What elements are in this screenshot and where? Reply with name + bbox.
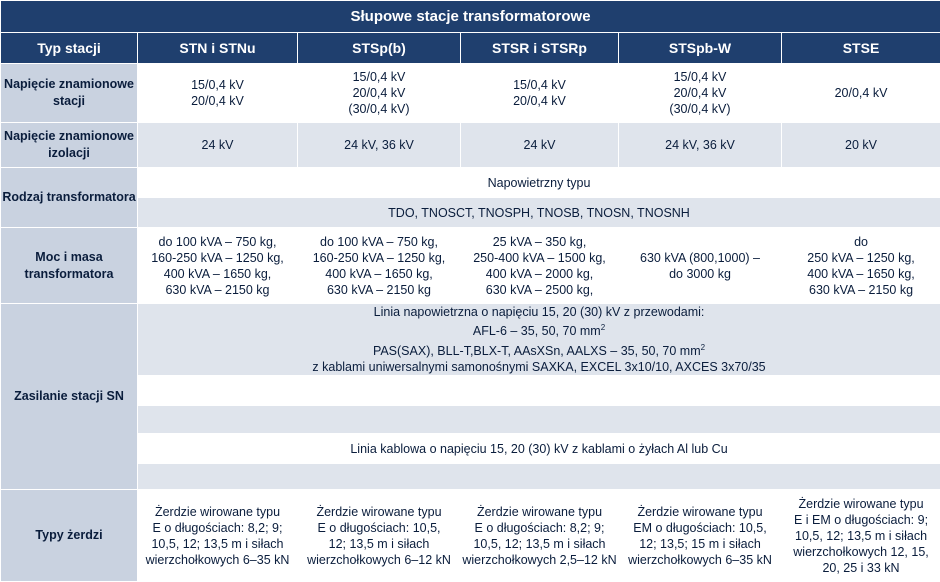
table-cell: 20/0,4 kV <box>782 64 940 123</box>
row-label: Typy żerdzi <box>1 490 138 582</box>
table-cell: 630 kVA (800,1000) – do 3000 kg <box>619 228 782 304</box>
title-row: Słupowe stacje transformatorowe <box>1 1 940 33</box>
header-row: Typ stacji STN i STNu STSp(b) STSR i STS… <box>1 33 940 64</box>
table-cell: 20 kV <box>782 123 940 168</box>
table-cell: do 100 kVA – 750 kg, 160-250 kVA – 1250 … <box>298 228 461 304</box>
header-cell: STSp(b) <box>298 33 461 64</box>
row-zasilanie-d: Linia kablowa o napięciu 15, 20 (30) kV … <box>1 434 940 464</box>
table-cell: 15/0,4 kV 20/0,4 kV <box>461 64 619 123</box>
merged-cell: Napowietrzny typu <box>138 168 940 198</box>
row-label: Napięcie znamionowe izolacji <box>1 123 138 168</box>
row-zerdzie: Typy żerdzi Żerdzie wirowane typu E o dł… <box>1 490 940 582</box>
table-cell: 15/0,4 kV 20/0,4 kV (30/0,4 kV) <box>619 64 782 123</box>
header-cell: STSpb-W <box>619 33 782 64</box>
table-cell: Żerdzie wirowane typu E o długościach: 8… <box>138 490 298 582</box>
empty-cell <box>138 464 940 490</box>
row-zasilanie-c <box>1 406 940 434</box>
table-cell: do 100 kVA – 750 kg, 160-250 kVA – 1250 … <box>138 228 298 304</box>
table-cell: 25 kVA – 350 kg, 250-400 kVA – 1500 kg, … <box>461 228 619 304</box>
table-cell: Żerdzie wirowane typu E i EM o długościa… <box>782 490 940 582</box>
row-label: Zasilanie stacji SN <box>1 304 138 490</box>
table-cell: 24 kV <box>461 123 619 168</box>
row-zasilanie-b <box>1 376 940 406</box>
table-cell: 24 kV, 36 kV <box>298 123 461 168</box>
table-cell: Żerdzie wirowane typu E o długościach: 8… <box>461 490 619 582</box>
table-cell: 24 kV, 36 kV <box>619 123 782 168</box>
row-label: Napięcie znamionowe stacji <box>1 64 138 123</box>
table-cell: 15/0,4 kV 20/0,4 kV <box>138 64 298 123</box>
header-cell: STN i STNu <box>138 33 298 64</box>
row-moc: Moc i masa transformatora do 100 kVA – 7… <box>1 228 940 304</box>
table-cell: Żerdzie wirowane typu E o długościach: 1… <box>298 490 461 582</box>
header-cell: Typ stacji <box>1 33 138 64</box>
empty-cell <box>138 406 940 434</box>
row-rodzaj-a: Rodzaj transformatora Napowietrzny typu <box>1 168 940 198</box>
table-title: Słupowe stacje transformatorowe <box>1 1 940 33</box>
table-cell: Żerdzie wirowane typu EM o długościach: … <box>619 490 782 582</box>
table-cell: 24 kV <box>138 123 298 168</box>
row-label: Moc i masa transformatora <box>1 228 138 304</box>
header-cell: STSE <box>782 33 940 64</box>
merged-cell: Linia napowietrzna o napięciu 15, 20 (30… <box>138 304 940 376</box>
merged-cell: TDO, TNOSCT, TNOSPH, TNOSB, TNOSN, TNOSN… <box>138 198 940 228</box>
row-napiecie-izolacji: Napięcie znamionowe izolacji 24 kV 24 kV… <box>1 123 940 168</box>
row-rodzaj-b: TDO, TNOSCT, TNOSPH, TNOSB, TNOSN, TNOSN… <box>1 198 940 228</box>
merged-cell: Linia kablowa o napięciu 15, 20 (30) kV … <box>138 434 940 464</box>
header-cell: STSR i STSRp <box>461 33 619 64</box>
row-napiecie-stacji: Napięcie znamionowe stacji 15/0,4 kV 20/… <box>1 64 940 123</box>
empty-cell <box>138 376 940 406</box>
table-cell: 15/0,4 kV 20/0,4 kV (30/0,4 kV) <box>298 64 461 123</box>
table-cell: do 250 kVA – 1250 kg, 400 kVA – 1650 kg,… <box>782 228 940 304</box>
row-zasilanie-e <box>1 464 940 490</box>
row-label: Rodzaj transformatora <box>1 168 138 228</box>
row-zasilanie-a: Zasilanie stacji SN Linia napowietrzna o… <box>1 304 940 376</box>
